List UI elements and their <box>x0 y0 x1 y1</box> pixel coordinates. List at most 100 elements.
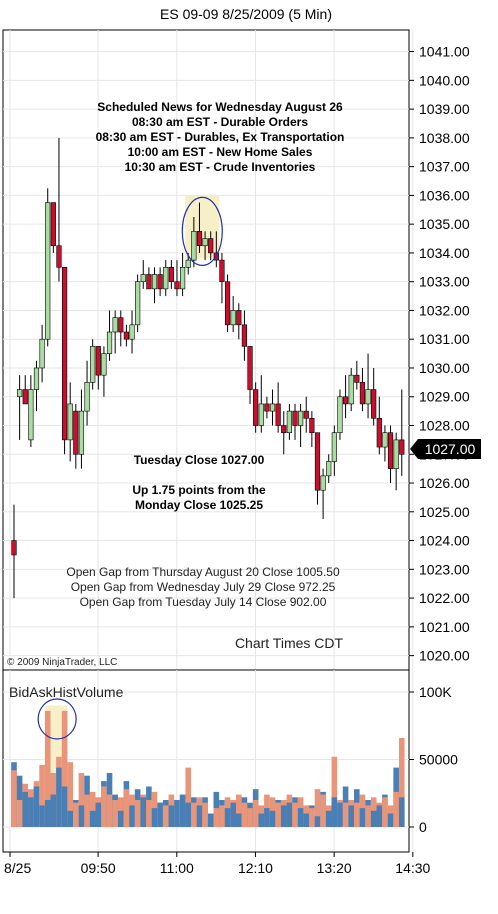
price-tick-label: 1034.00 <box>419 245 470 261</box>
candle-body-up <box>202 238 208 247</box>
candle <box>180 252 186 297</box>
price-tick-label: 1025.00 <box>419 504 470 520</box>
candle <box>359 367 366 412</box>
candle <box>371 367 377 426</box>
price-tick-label: 1041.00 <box>419 44 470 60</box>
candle <box>112 310 118 354</box>
candle <box>73 403 79 469</box>
candle-body-down <box>73 410 79 455</box>
bid-volume-bar <box>28 797 34 827</box>
candle <box>219 252 225 304</box>
ask-volume-bar <box>320 794 326 827</box>
bid-volume-bar <box>67 810 73 827</box>
candle-body-up <box>365 389 371 405</box>
price-tick-label: 1022.00 <box>419 590 470 606</box>
candle <box>208 231 214 261</box>
ask-volume-bar <box>241 802 248 827</box>
ask-volume-bar <box>309 808 315 827</box>
candle-body-up <box>393 439 399 469</box>
bid-volume-bar <box>168 805 175 827</box>
x-tick-label: 09:50 <box>81 860 116 876</box>
bid-volume-bar <box>33 786 40 827</box>
bid-volume-bar <box>269 810 276 827</box>
ask-volume-bar <box>247 808 253 827</box>
x-tick-label: 13:20 <box>317 860 352 876</box>
ask-volume-bar <box>101 786 107 827</box>
candle-body-up <box>33 367 40 390</box>
candle-body-up <box>151 274 158 290</box>
candle <box>140 260 146 289</box>
candle-body-up <box>230 310 236 326</box>
candle <box>157 267 163 297</box>
last-price-tag <box>410 439 481 459</box>
candle-body-down <box>247 346 253 390</box>
bid-volume-bar <box>348 805 354 827</box>
bid-volume-bar <box>314 816 321 827</box>
bid-volume-bar <box>78 805 85 827</box>
ask-volume-bar <box>112 800 118 827</box>
price-tick-label: 1020.00 <box>419 648 470 664</box>
candle-body-up <box>180 267 186 290</box>
candle <box>17 375 23 440</box>
candle <box>56 137 62 282</box>
candle <box>95 346 101 390</box>
candle-body-down <box>376 418 382 448</box>
volume-panel-title: BidAskHistVolume <box>9 684 124 700</box>
candle-body-down <box>359 382 366 405</box>
candle <box>258 375 264 433</box>
gap-line: Open Gap from Wednesday July 29 Close 97… <box>71 580 336 594</box>
candle <box>22 375 28 405</box>
bid-volume-bar <box>95 802 102 827</box>
candle-body-up <box>298 410 304 426</box>
candle-body-up <box>326 461 332 477</box>
ask-volume-bar <box>292 802 298 827</box>
candle <box>309 411 315 448</box>
bid-volume-bar <box>174 800 180 827</box>
price-tick-label: 1024.00 <box>419 533 470 549</box>
bid-volume-bar <box>207 813 214 827</box>
candle-body-down <box>314 432 321 491</box>
candle-body-down <box>157 274 163 290</box>
bid-volume-bar <box>89 810 96 827</box>
ask-volume-bar <box>134 800 141 827</box>
candle <box>365 353 371 419</box>
copyright-label: © 2009 NinjaTrader, LLC <box>7 657 117 668</box>
ask-volume-bar <box>393 791 399 827</box>
price-ellipse-annotation <box>181 196 223 266</box>
candlestick-series <box>11 137 405 599</box>
candle <box>224 274 231 333</box>
candle-body-up <box>106 331 113 354</box>
candle-body-up <box>337 396 343 433</box>
candle <box>354 360 360 390</box>
ask-volume-bar <box>16 800 23 827</box>
bid-volume-bar <box>230 802 236 827</box>
candle-body-down <box>387 432 394 469</box>
candle <box>387 425 394 484</box>
ask-volume-bar <box>61 710 68 827</box>
candle <box>11 504 17 599</box>
candle-body-down <box>61 267 68 441</box>
close-annotation: Tuesday Close 1027.00 Up 1.75 points fro… <box>132 453 266 512</box>
ask-volume-bar <box>398 737 405 827</box>
ask-volume-bar <box>382 797 388 827</box>
candle-body-down <box>50 202 56 247</box>
candle <box>264 396 270 419</box>
candle-body-down <box>95 346 101 376</box>
volume-tick-label: 50000 <box>419 752 458 768</box>
bid-volume-bar <box>50 794 57 827</box>
volume-bar-series <box>11 710 405 827</box>
candle <box>326 454 332 484</box>
ask-volume-bar <box>89 791 96 827</box>
bid-volume-bar <box>56 767 62 827</box>
candle <box>281 411 287 455</box>
candle <box>286 403 292 440</box>
candle <box>28 375 34 448</box>
ask-volume-bar <box>202 802 208 827</box>
bid-volume-bar <box>387 813 394 827</box>
candle <box>348 367 354 412</box>
candle-body-up <box>140 274 146 282</box>
bid-volume-bar <box>151 808 158 827</box>
candle-body-down <box>224 281 231 326</box>
volume-tick-label: 0 <box>419 819 427 835</box>
